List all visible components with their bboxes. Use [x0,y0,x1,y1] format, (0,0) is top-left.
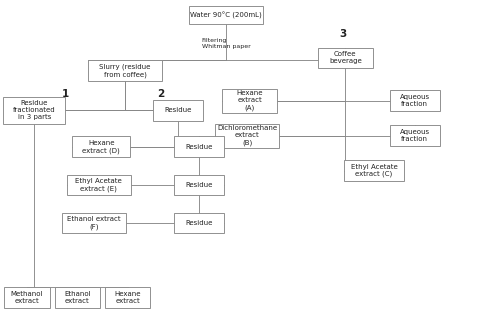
FancyBboxPatch shape [88,60,162,81]
FancyBboxPatch shape [55,287,100,308]
FancyBboxPatch shape [62,213,126,233]
Text: Residue
fractionated
in 3 parts: Residue fractionated in 3 parts [13,100,56,120]
FancyBboxPatch shape [174,137,225,157]
Text: Hexane
extract (D): Hexane extract (D) [83,140,120,153]
FancyBboxPatch shape [67,174,131,195]
Text: 3: 3 [339,29,347,39]
FancyBboxPatch shape [215,124,279,148]
Text: Hexane
extract: Hexane extract [114,291,141,304]
Text: Ethyl Acetate
extract (C): Ethyl Acetate extract (C) [350,164,397,177]
Text: Residue: Residue [186,144,213,150]
Text: 2: 2 [157,89,165,100]
FancyBboxPatch shape [72,137,130,157]
FancyBboxPatch shape [344,160,404,181]
FancyBboxPatch shape [4,287,50,308]
Text: 1: 1 [62,89,69,100]
FancyBboxPatch shape [3,97,65,124]
FancyBboxPatch shape [390,125,440,146]
Text: Aqueous
fraction: Aqueous fraction [400,129,430,142]
FancyBboxPatch shape [105,287,150,308]
Text: Filtering
Whitman paper: Filtering Whitman paper [202,38,251,49]
Text: Residue: Residue [164,107,192,113]
Text: Coffee
beverage: Coffee beverage [329,51,361,64]
FancyBboxPatch shape [390,90,440,111]
Text: Ethanol
extract: Ethanol extract [64,291,91,304]
FancyBboxPatch shape [153,100,203,121]
Text: Residue: Residue [186,182,213,188]
Text: Slurry (residue
from coffee): Slurry (residue from coffee) [99,63,151,78]
FancyBboxPatch shape [189,6,263,24]
FancyBboxPatch shape [174,174,225,195]
Text: Ethyl Acetate
extract (E): Ethyl Acetate extract (E) [75,178,122,192]
FancyBboxPatch shape [222,89,277,113]
Text: Water 90°C (200mL): Water 90°C (200mL) [190,11,262,19]
FancyBboxPatch shape [318,48,373,68]
Text: Dichloromethane
extract
(B): Dichloromethane extract (B) [217,125,277,146]
Text: Residue: Residue [186,220,213,226]
Text: Methanol
extract: Methanol extract [11,291,43,304]
Text: Aqueous
fraction: Aqueous fraction [400,94,430,107]
Text: Hexane
extract
(A): Hexane extract (A) [236,91,263,111]
FancyBboxPatch shape [174,213,225,233]
Text: Ethanol extract
(F): Ethanol extract (F) [67,216,121,230]
